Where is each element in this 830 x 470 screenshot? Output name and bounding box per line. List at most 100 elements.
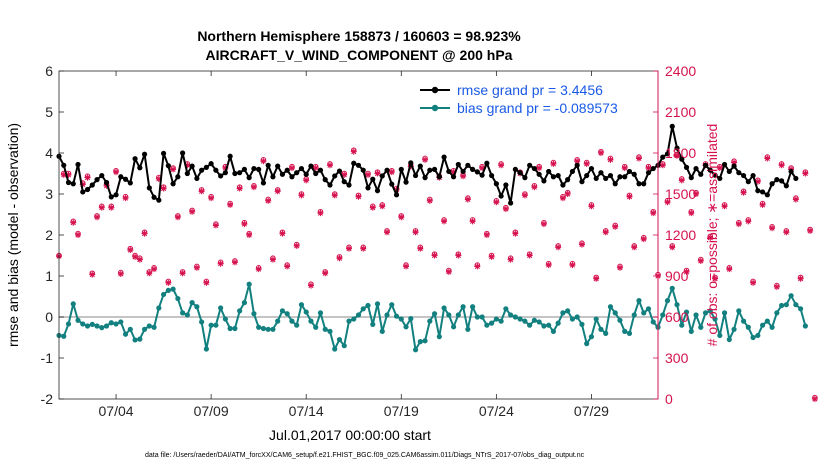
- assimilated-obs-point: [483, 232, 490, 238]
- rmse-point: [237, 170, 243, 176]
- bias-point: [317, 310, 324, 316]
- rmse-point: [303, 171, 309, 177]
- bias-point: [736, 308, 742, 314]
- bias-point: [99, 325, 105, 331]
- assimilated-obs-point: [184, 162, 191, 169]
- bias-point: [674, 302, 680, 308]
- assimilated-obs-point: [403, 263, 410, 270]
- bias-point: [156, 305, 162, 311]
- rmse-point: [702, 162, 709, 168]
- bias-point: [80, 321, 86, 327]
- bias-point: [270, 326, 276, 332]
- bias-point: [493, 316, 499, 322]
- bias-point: [636, 298, 642, 304]
- rmse-point: [574, 162, 580, 168]
- assimilated-obs-point: [493, 199, 500, 206]
- rmse-point: [759, 189, 766, 195]
- rmse-point: [89, 182, 95, 188]
- rmse-point: [379, 173, 385, 179]
- bias-point: [241, 300, 248, 306]
- rmse-point: [788, 168, 794, 175]
- bias-point: [184, 312, 190, 318]
- rmse-point: [674, 145, 680, 151]
- legend-bias-label: bias grand pr = -0.089573: [457, 100, 618, 116]
- assimilated-obs-point: [659, 162, 666, 169]
- rmse-point: [569, 168, 576, 175]
- assimilated-obs-point: [146, 270, 153, 277]
- axes-layer: -2 -1 0 1 2 3 4 5 6 0 300 600 900 1200 1500 1800 2100 240…: [41, 63, 697, 419]
- assimilated-obs-point: [502, 206, 509, 213]
- rmse-point: [322, 177, 328, 183]
- bias-point: [546, 322, 552, 328]
- rmse-point: [536, 171, 542, 177]
- assimilated-obs-point: [384, 229, 391, 236]
- x-tick-label: 07/29: [574, 403, 609, 419]
- x-axis-label: Jul.01,2017 00:00:00 start: [269, 427, 431, 443]
- bias-point: [403, 324, 409, 330]
- assimilated-obs-point: [398, 214, 405, 221]
- assimilated-obs-point: [593, 275, 600, 282]
- assimilated-obs-point: [117, 270, 124, 277]
- assimilated-obs-point: [89, 271, 96, 278]
- bias-point: [170, 286, 176, 292]
- assimilated-obs-point: [536, 165, 543, 172]
- rmse-point: [736, 170, 742, 176]
- rmse-point: [75, 161, 81, 168]
- bias-point: [779, 302, 785, 309]
- bias-point: [360, 306, 366, 312]
- bias-point: [798, 306, 804, 312]
- assimilated-obs-point: [79, 181, 86, 188]
- rmse-point: [241, 166, 248, 172]
- assimilated-obs-point: [507, 256, 514, 263]
- bias-point: [764, 318, 770, 324]
- assimilated-obs-point: [792, 196, 799, 203]
- bias-point: [275, 318, 281, 324]
- rmse-point: [203, 164, 209, 170]
- assimilated-obs-point: [165, 279, 172, 286]
- bias-point: [199, 319, 205, 325]
- assimilated-obs-point: [621, 165, 628, 172]
- assimilated-obs-point: [312, 165, 319, 172]
- bias-point: [203, 346, 209, 352]
- rmse-point: [256, 166, 262, 172]
- assimilated-obs-point: [583, 160, 590, 167]
- rmse-point: [351, 160, 357, 166]
- rmse-point: [698, 171, 704, 177]
- rmse-point: [294, 170, 300, 176]
- rmse-point: [750, 172, 756, 179]
- rmse-point: [384, 167, 390, 173]
- bias-point: [165, 287, 171, 293]
- rmse-point: [427, 167, 433, 173]
- bias-point: [393, 313, 400, 319]
- rmse-point: [584, 172, 590, 179]
- rmse-point: [555, 172, 561, 179]
- bias-point: [289, 318, 295, 324]
- bias-point: [379, 328, 385, 334]
- rmse-point: [308, 163, 314, 169]
- assimilated-obs-point: [250, 184, 257, 191]
- rmse-point: [793, 175, 799, 182]
- bias-point: [146, 323, 152, 329]
- rmse-point: [493, 181, 499, 187]
- assimilated-obs-point: [797, 275, 804, 282]
- rmse-point: [222, 170, 228, 176]
- assimilated-obs-point: [731, 159, 738, 166]
- chart-subtitle: AIRCRAFT_V_WIND_COMPONENT @ 200 hPa: [206, 47, 513, 63]
- assimilated-obs-point: [174, 214, 181, 221]
- bias-point: [660, 312, 666, 318]
- bias-point: [232, 325, 238, 332]
- rmse-point: [127, 180, 133, 186]
- assimilated-obs-point: [350, 148, 357, 155]
- bias-point: [750, 334, 756, 341]
- rmse-point: [731, 163, 737, 169]
- assimilated-obs-point: [550, 160, 557, 167]
- rmse-point: [641, 181, 647, 187]
- bias-point: [260, 325, 267, 332]
- bias-point: [246, 281, 252, 287]
- rmse-point: [740, 172, 747, 179]
- assimilated-obs-point: [227, 201, 234, 208]
- y-tick-label: 0: [45, 309, 53, 325]
- bias-point: [503, 306, 509, 312]
- rmse-point: [160, 150, 167, 157]
